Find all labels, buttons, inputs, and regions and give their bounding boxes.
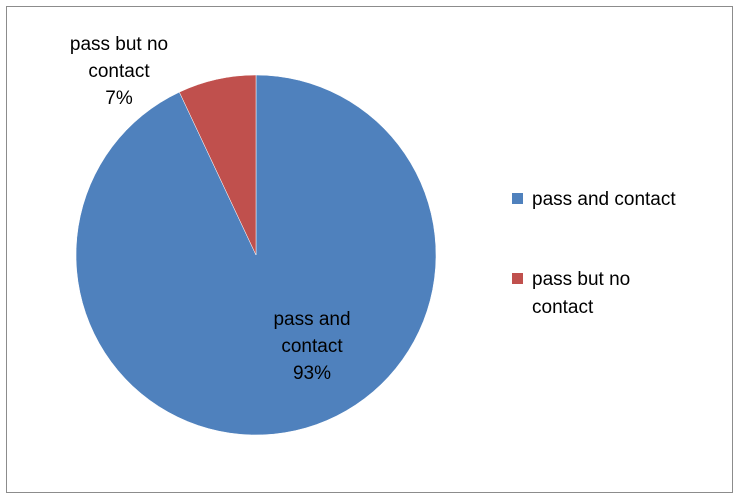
data-label-pass-and-contact: pass and contact 93% <box>273 309 350 384</box>
pie-slices <box>75 74 437 436</box>
legend-label: pass and contact <box>532 189 676 210</box>
chart-legend: pass and contact pass but no contact <box>512 189 676 318</box>
legend-swatch <box>512 273 523 284</box>
data-label-pass-but-no-contact: pass but no contact 7% <box>70 34 168 109</box>
chart-area: pass and contact 93% pass but no contact 7% p… <box>6 6 733 493</box>
pie-slice-pass-but-no-contact <box>179 74 257 256</box>
pie-data-labels: pass and contact 93% pass but no contact 7% <box>70 34 351 384</box>
pie-chart: pass and contact 93% pass but no contact 7% p… <box>70 34 676 436</box>
legend-swatch <box>512 193 523 204</box>
legend-entry-pass-and-contact: pass and contact <box>512 189 676 210</box>
legend-label: pass but no contact <box>532 269 630 318</box>
legend-entry-pass-but-no-contact: pass but no contact <box>512 269 630 318</box>
